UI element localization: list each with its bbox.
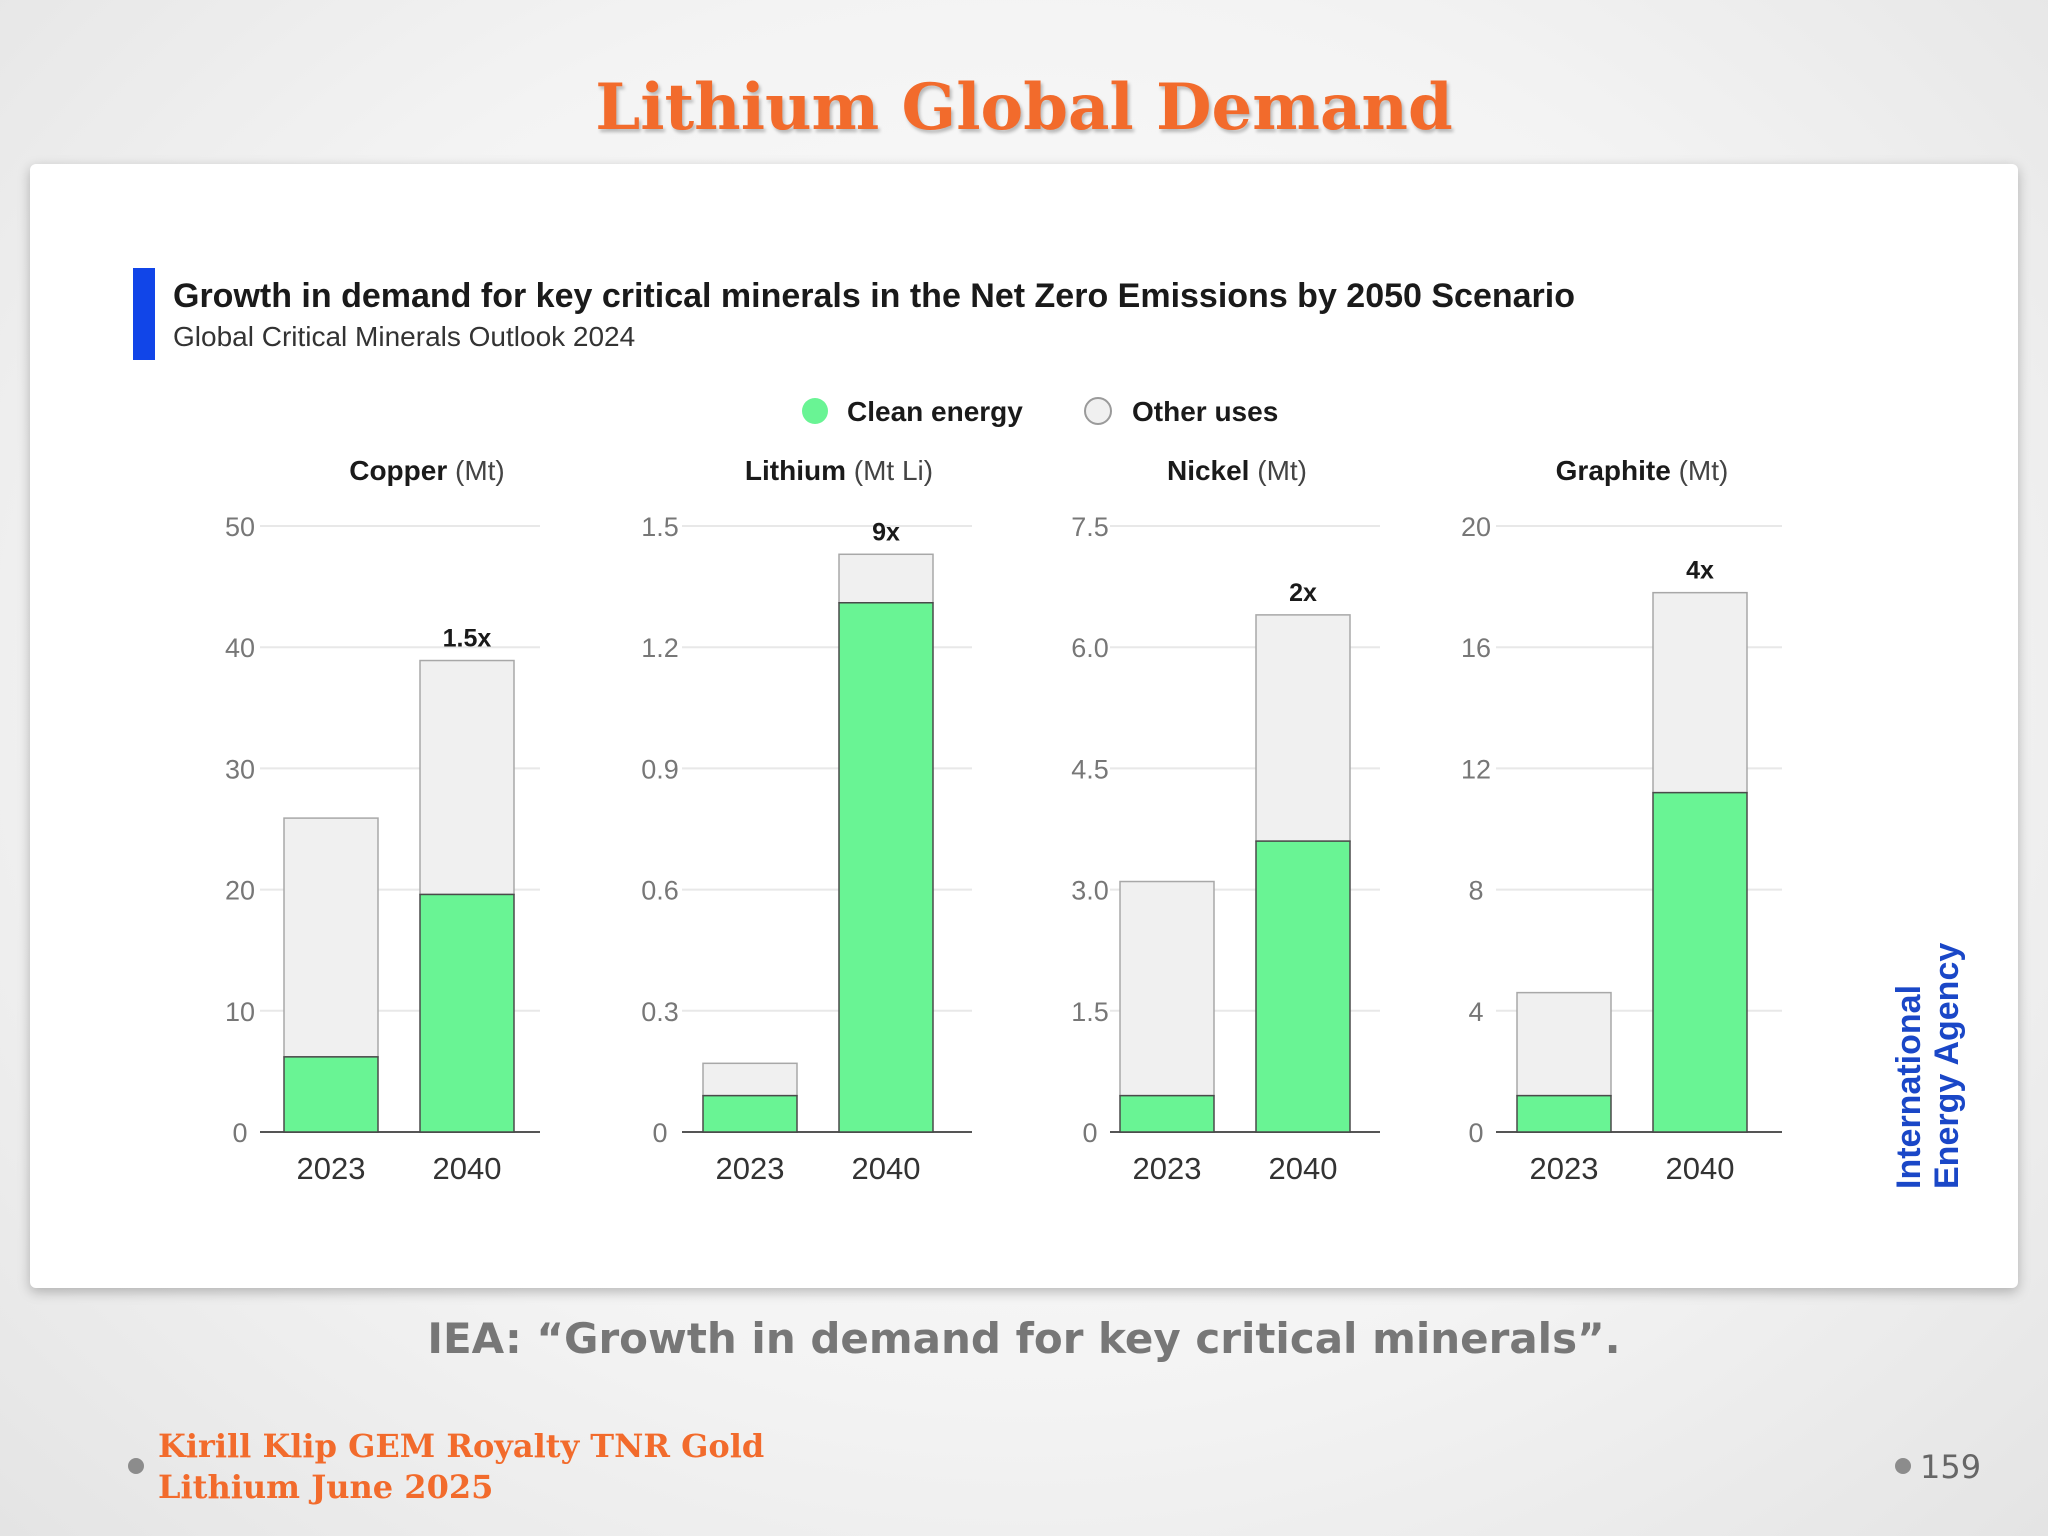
iea-logo: International Energy Agency (1890, 943, 1966, 1189)
panel-header-graphite: Graphite (Mt) (1556, 455, 1729, 486)
bar-clean-energy-graphite-2023 (1516, 1094, 1612, 1133)
page-number: 159 (1920, 1448, 1982, 1486)
panel-header-lithium: Lithium (Mt Li) (745, 455, 933, 486)
slide-title: Lithium Global Demand (595, 70, 1453, 145)
bar-other-uses-lithium-2023 (702, 1062, 798, 1097)
x-tick-label-nickel-2023: 2023 (1133, 1151, 1202, 1186)
x-tick-label-lithium-2040: 2040 (852, 1151, 921, 1186)
x-tick-label-nickel-2040: 2040 (1269, 1151, 1338, 1186)
y-tick-label-lithium-2: 0.6 (641, 876, 679, 906)
title-accent-bar (133, 268, 155, 360)
y-tick-label-nickel-3: 4.5 (1071, 754, 1109, 784)
y-tick-label-lithium-0: 0 (652, 1118, 667, 1148)
growth-label-copper: 1.5x (443, 625, 492, 653)
bar-clean-energy-lithium-2040 (838, 602, 934, 1133)
bar-clean-energy-graphite-2040 (1652, 791, 1748, 1133)
bar-clean-energy-copper-2023 (283, 1056, 379, 1133)
growth-label-lithium: 9x (872, 518, 900, 546)
panel-unit-graphite: (Mt) (1679, 455, 1729, 486)
legend: Clean energy Other uses (802, 396, 1278, 427)
legend-label-other-uses: Other uses (1132, 396, 1278, 427)
y-tick-label-graphite-1: 4 (1468, 997, 1483, 1027)
bar-other-uses-graphite-2023 (1516, 991, 1612, 1097)
y-tick-label-nickel-2: 3.0 (1071, 876, 1109, 906)
footer-author: Kirill Klip GEM Royalty TNR Gold Lithium… (158, 1426, 764, 1508)
bar-clean-energy-nickel-2040 (1255, 840, 1351, 1133)
panel-name-nickel: Nickel (1167, 455, 1250, 486)
panel-unit-nickel: (Mt) (1257, 455, 1307, 486)
y-tick-label-copper-3: 30 (225, 754, 255, 784)
y-tick-label-lithium-3: 0.9 (641, 754, 679, 784)
slide-caption: IEA: “Growth in demand for key critical … (427, 1314, 1621, 1363)
chart-svg: Growth in demand for key critical minera… (133, 268, 1966, 1189)
bar-other-uses-copper-2023 (283, 817, 379, 1058)
panel-header-nickel: Nickel (Mt) (1167, 455, 1307, 486)
panel-unit-copper: (Mt) (455, 455, 505, 486)
bar-clean-energy-copper-2040 (419, 893, 515, 1133)
y-tick-label-copper-2: 20 (225, 876, 255, 906)
iea-logo-line1: International (1890, 985, 1928, 1189)
panel-name-copper: Copper (349, 455, 447, 486)
x-tick-label-graphite-2040: 2040 (1666, 1151, 1735, 1186)
bar-clean-energy-lithium-2023 (702, 1094, 798, 1133)
y-tick-label-copper-4: 40 (225, 633, 255, 663)
y-tick-label-graphite-3: 12 (1461, 754, 1491, 784)
bar-other-uses-nickel-2040 (1255, 614, 1351, 842)
bar-other-uses-nickel-2023 (1119, 880, 1215, 1097)
iea-logo-line2: Energy Agency (1928, 943, 1966, 1189)
y-tick-label-copper-0: 0 (232, 1118, 247, 1148)
chart-title: Growth in demand for key critical minera… (173, 277, 1575, 315)
x-tick-label-copper-2023: 2023 (297, 1151, 366, 1186)
footer-bullet-right (1895, 1458, 1911, 1474)
y-tick-label-graphite-4: 16 (1461, 633, 1491, 663)
x-tick-label-graphite-2023: 2023 (1530, 1151, 1599, 1186)
panel-name-lithium: Lithium (745, 455, 846, 486)
footer-bullet-left (128, 1458, 144, 1474)
y-tick-label-copper-1: 10 (225, 997, 255, 1027)
bar-other-uses-lithium-2040 (838, 553, 934, 604)
chart-card: Growth in demand for key critical minera… (30, 164, 2018, 1288)
bar-other-uses-graphite-2040 (1652, 591, 1748, 794)
growth-label-graphite: 4x (1686, 557, 1714, 585)
panel-header-copper: Copper (Mt) (349, 455, 505, 486)
y-tick-label-graphite-0: 0 (1468, 1118, 1483, 1148)
y-tick-label-nickel-5: 7.5 (1071, 512, 1109, 542)
bar-clean-energy-nickel-2023 (1119, 1094, 1215, 1133)
legend-label-clean-energy: Clean energy (847, 396, 1023, 427)
x-tick-label-lithium-2023: 2023 (716, 1151, 785, 1186)
growth-label-nickel: 2x (1289, 579, 1317, 607)
bar-other-uses-copper-2040 (419, 659, 515, 896)
y-tick-label-nickel-0: 0 (1082, 1118, 1097, 1148)
y-tick-label-graphite-5: 20 (1461, 512, 1491, 542)
footer-line-2: Lithium June 2025 (158, 1468, 494, 1506)
legend-swatch-clean-energy (802, 398, 828, 424)
x-tick-label-copper-2040: 2040 (433, 1151, 502, 1186)
footer-line-1: Kirill Klip GEM Royalty TNR Gold (158, 1427, 765, 1465)
y-tick-label-graphite-2: 8 (1468, 876, 1483, 906)
y-tick-label-copper-5: 50 (225, 512, 255, 542)
y-tick-label-nickel-1: 1.5 (1071, 997, 1109, 1027)
y-tick-label-lithium-1: 0.3 (641, 997, 679, 1027)
panel-unit-lithium: (Mt Li) (854, 455, 933, 486)
legend-swatch-other-uses (1084, 397, 1112, 425)
y-tick-label-nickel-4: 6.0 (1071, 633, 1109, 663)
panel-name-graphite: Graphite (1556, 455, 1671, 486)
y-tick-label-lithium-4: 1.2 (641, 633, 679, 663)
chart-subtitle: Global Critical Minerals Outlook 2024 (173, 321, 635, 352)
y-tick-label-lithium-5: 1.5 (641, 512, 679, 542)
